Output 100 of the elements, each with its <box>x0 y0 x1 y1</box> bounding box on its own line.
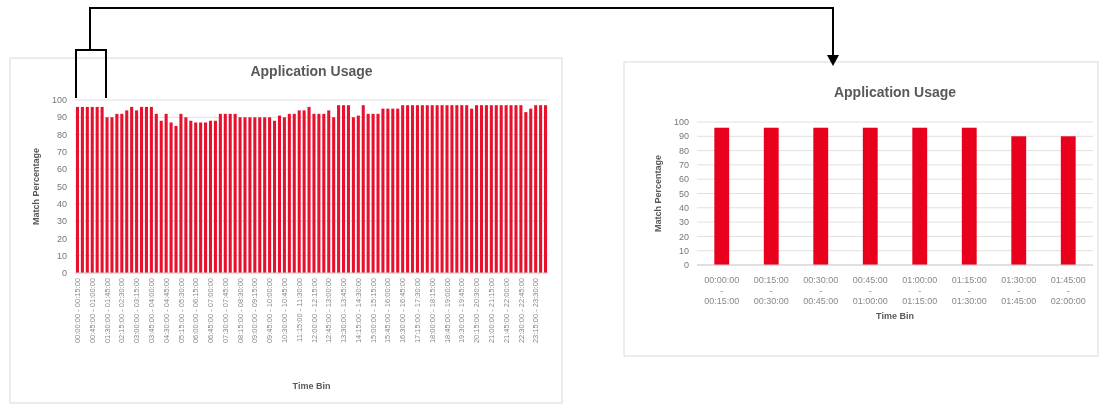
x-axis-title: Time Bin <box>876 311 914 321</box>
bar <box>292 113 296 273</box>
y-tick-label: 10 <box>56 250 67 261</box>
bar <box>90 106 94 273</box>
bar <box>455 105 459 273</box>
y-tick-label: 80 <box>56 129 67 140</box>
bar <box>307 106 311 273</box>
y-tick-label: 100 <box>673 117 689 128</box>
bar <box>184 117 188 273</box>
bar <box>194 122 198 273</box>
x-tick-label: 00:00:00 - 00:15:00 <box>704 275 740 306</box>
bar <box>115 113 119 273</box>
bar <box>406 105 410 273</box>
bar <box>297 110 301 273</box>
y-axis-title: Match Percentage <box>31 147 41 226</box>
y-tick-label: 100 <box>51 95 67 106</box>
chart-title: Application Usage <box>833 84 957 100</box>
x-tick-label: 00:30:00 - 00:45:00 <box>803 275 839 306</box>
bar <box>332 117 336 273</box>
bar <box>322 113 326 273</box>
bar <box>376 113 380 273</box>
bar <box>233 113 237 273</box>
bar <box>120 113 124 273</box>
bar <box>539 105 543 273</box>
y-tick-label: 10 <box>678 245 689 256</box>
x-tick-label: 00:15:00 - 00:30:00 <box>753 275 789 306</box>
bar <box>208 120 213 273</box>
bar <box>268 117 272 273</box>
x-tick-label: 01:00:00 - 01:15:00 <box>902 275 938 306</box>
bar <box>351 117 355 273</box>
bar <box>282 117 286 273</box>
bar <box>327 110 331 273</box>
y-tick-label: 40 <box>56 198 67 209</box>
y-tick-label: 60 <box>56 164 67 175</box>
bar <box>361 105 365 273</box>
x-tick-label: 01:15:00 - 01:30:00 <box>951 275 987 306</box>
bar <box>425 105 429 273</box>
bar <box>199 122 203 273</box>
bar <box>524 112 528 273</box>
x-tick-label: 00:45:00 - 01:00:00 <box>852 275 888 306</box>
y-tick-label: 90 <box>678 131 689 142</box>
y-tick-label: 40 <box>678 202 689 213</box>
bar <box>154 113 158 273</box>
bar <box>484 105 488 273</box>
bar <box>356 115 360 273</box>
bar <box>204 122 208 273</box>
bar <box>149 106 153 273</box>
y-axis-title: Match Percentage <box>653 154 663 233</box>
bar <box>213 120 217 273</box>
bar <box>263 117 267 273</box>
bar <box>410 105 415 273</box>
bar <box>302 110 306 273</box>
bar <box>95 106 99 273</box>
bar <box>223 113 227 273</box>
bar <box>159 120 163 273</box>
bar <box>529 108 533 273</box>
bar <box>460 105 464 273</box>
bar <box>445 105 449 273</box>
bar <box>534 105 538 273</box>
bar <box>80 106 84 273</box>
bar <box>342 105 346 273</box>
bar <box>366 113 370 273</box>
bar <box>420 105 424 273</box>
bar <box>391 108 395 273</box>
y-tick-label: 60 <box>678 174 689 185</box>
x-tick-label: 01:45:00 - 02:00:00 <box>1050 275 1086 306</box>
bar <box>499 105 503 273</box>
bar <box>475 105 479 273</box>
bar <box>415 105 419 273</box>
bar <box>470 108 474 273</box>
bar <box>435 105 439 273</box>
y-tick-label: 0 <box>61 268 67 279</box>
bar <box>144 106 148 273</box>
bar <box>479 105 484 273</box>
y-tick-label: 0 <box>683 260 689 271</box>
bar <box>218 113 222 273</box>
bar <box>125 110 129 273</box>
y-tick-label: 50 <box>678 188 689 199</box>
bar <box>504 105 508 273</box>
bar <box>253 117 257 273</box>
bar <box>465 105 469 273</box>
y-tick-label: 50 <box>56 181 67 192</box>
y-tick-label: 20 <box>56 233 67 244</box>
y-tick-label: 70 <box>678 160 689 171</box>
bar <box>401 105 405 273</box>
y-tick-label: 90 <box>56 112 67 123</box>
y-tick-label: 20 <box>678 231 689 242</box>
bar <box>139 106 144 273</box>
bar <box>277 115 281 273</box>
bar <box>228 113 232 273</box>
bar <box>135 110 139 273</box>
bar <box>85 106 89 273</box>
bar <box>164 113 168 273</box>
bar <box>346 105 350 273</box>
bar <box>514 105 518 273</box>
bar <box>386 108 390 273</box>
bar <box>430 105 434 273</box>
y-tick-label: 70 <box>56 147 67 158</box>
bar <box>544 105 548 273</box>
bar <box>273 120 277 273</box>
